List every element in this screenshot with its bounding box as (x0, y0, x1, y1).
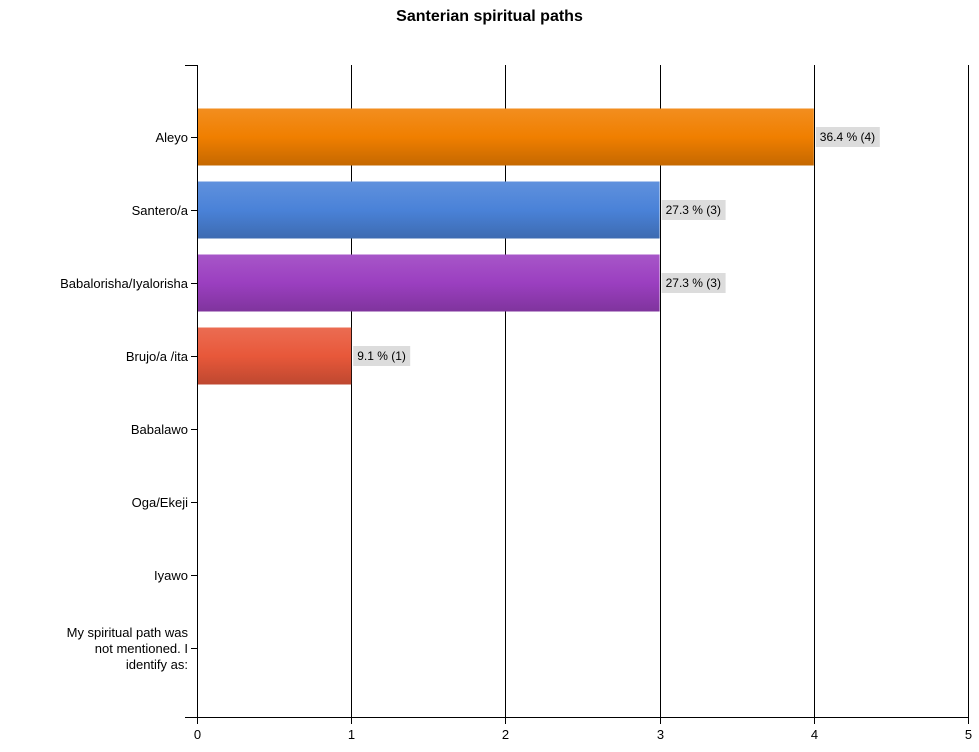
y-tick-label-0: Aleyo (155, 130, 188, 145)
y-tick-label-6: Iyawo (154, 568, 188, 583)
bar-1 (197, 181, 660, 239)
bar-0 (197, 108, 814, 166)
data-label-2: 27.3 % (3) (666, 276, 721, 290)
data-label-1: 27.3 % (3) (666, 203, 721, 217)
y-tick-label-2: Babalorisha/Iyalorisha (60, 276, 189, 291)
x-tick-label-1: 1 (348, 727, 355, 742)
data-label-0: 36.4 % (4) (820, 130, 875, 144)
x-tick-label-0: 0 (194, 727, 201, 742)
chart-title: Santerian spiritual paths (396, 8, 583, 25)
x-tick-label-3: 3 (657, 727, 664, 742)
x-tick-label-5: 5 (965, 727, 972, 742)
data-label-bg-1 (661, 200, 726, 220)
data-label-bg-2 (661, 273, 726, 293)
y-tick-label-4: Babalawo (131, 422, 188, 437)
data-label-bg-3 (353, 346, 411, 366)
data-label-bg-0 (815, 127, 880, 147)
y-tick-label-1: Santero/a (132, 203, 189, 218)
y-tick-label-5: Oga/Ekeji (132, 495, 188, 510)
bar-2 (197, 254, 660, 312)
bar-3 (197, 327, 352, 385)
y-tick-label-3: Brujo/a /ita (126, 349, 189, 364)
x-tick-label-4: 4 (811, 727, 818, 742)
data-label-3: 9.1 % (1) (357, 349, 406, 363)
x-tick-label-2: 2 (502, 727, 509, 742)
